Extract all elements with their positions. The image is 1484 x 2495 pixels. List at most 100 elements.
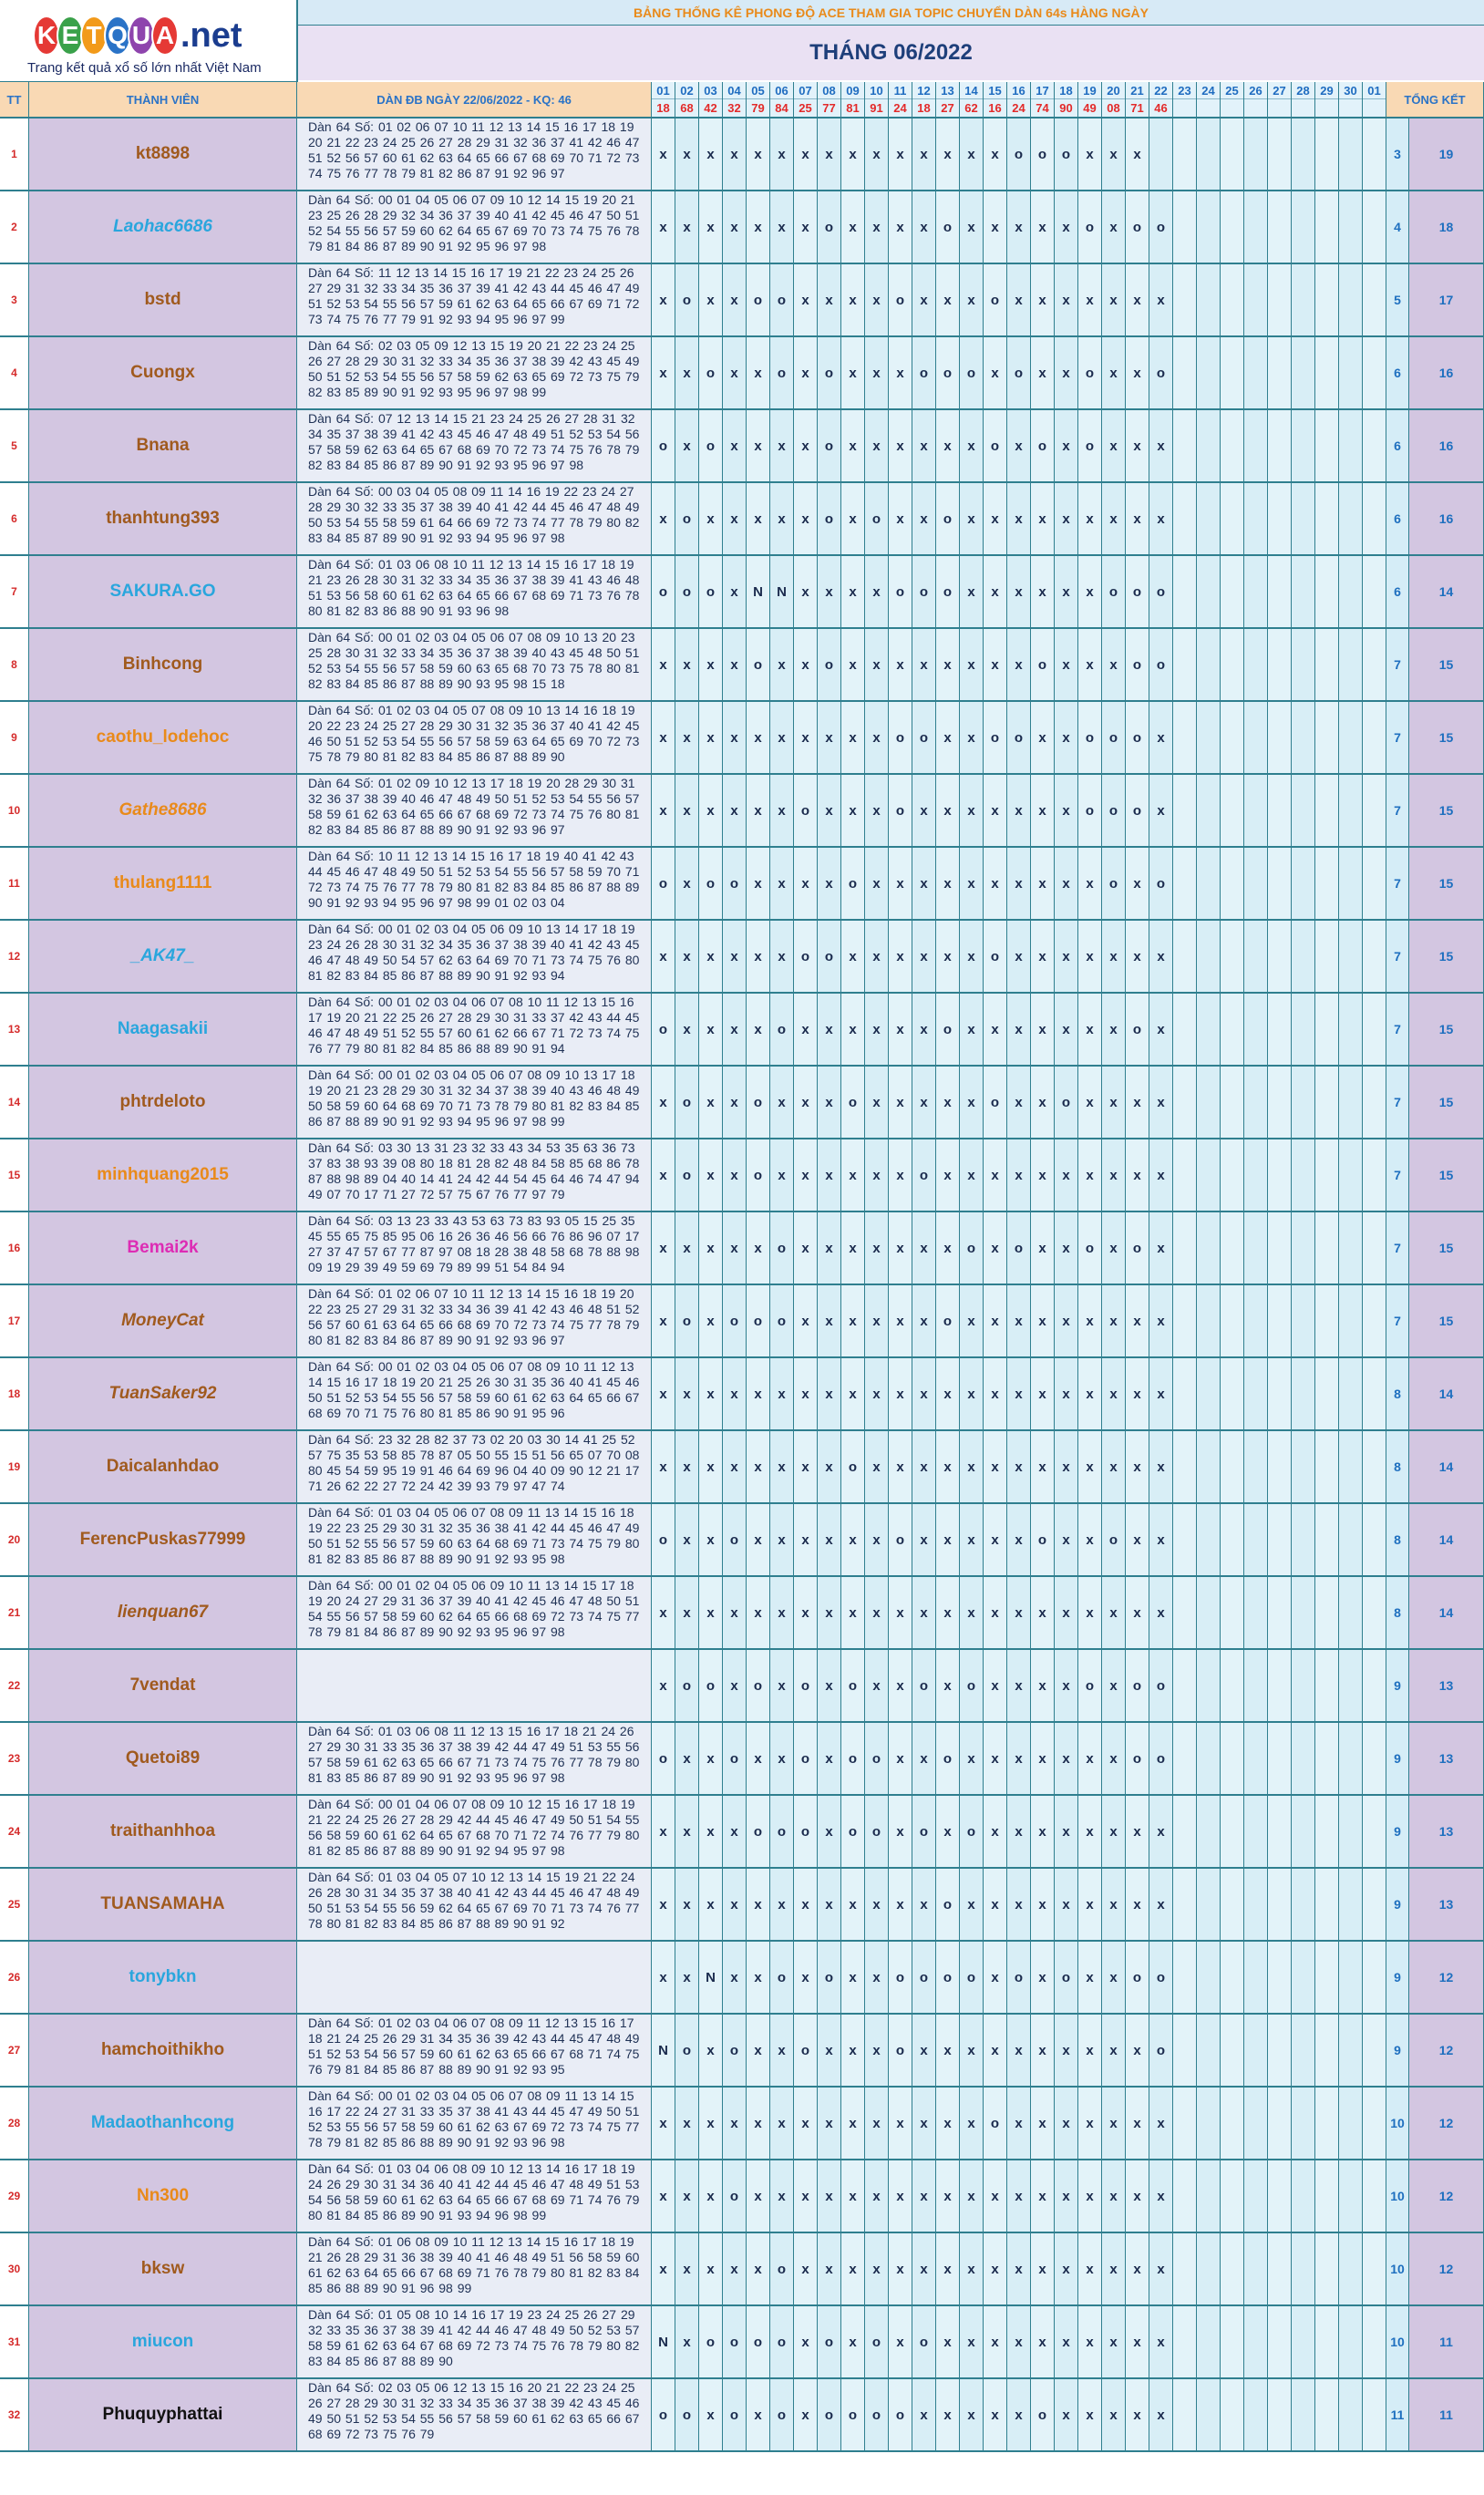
day-mark: x: [794, 1431, 818, 1504]
row-number: 29: [0, 2160, 29, 2233]
day-mark: x: [747, 921, 770, 994]
day-mark: x: [652, 1212, 675, 1285]
member-name[interactable]: SAKURA.GO: [29, 556, 297, 629]
member-name[interactable]: MoneyCat: [29, 1285, 297, 1358]
member-name[interactable]: tonybkn: [29, 1942, 297, 2015]
day-mark: [1363, 1212, 1386, 1285]
day-mark: [1197, 119, 1221, 191]
day-mark: x: [818, 1723, 841, 1796]
day-mark: [1197, 1285, 1221, 1358]
day-mark: [1315, 2379, 1339, 2452]
day-mark: [1173, 1577, 1197, 1650]
table-row: 12 _AK47_ Dàn 64 Số: 00 01 02 03 04 05 06 …: [0, 921, 1484, 994]
member-name[interactable]: 7vendat: [29, 1650, 297, 1723]
day-number: 10: [865, 82, 888, 99]
day-mark: x: [960, 1067, 984, 1139]
member-name[interactable]: Phuquyphattai: [29, 2379, 297, 2452]
day-mark: x: [1126, 2088, 1149, 2160]
day-mark: x: [865, 1139, 889, 1212]
member-name[interactable]: lienquan67: [29, 1577, 297, 1650]
member-name[interactable]: TUANSAMAHA: [29, 1869, 297, 1942]
day-mark: x: [889, 2233, 912, 2306]
day-mark: [1363, 2379, 1386, 2452]
member-name[interactable]: Quetoi89: [29, 1723, 297, 1796]
day-mark: o: [1078, 1650, 1102, 1723]
total-count: 15: [1409, 1285, 1484, 1358]
day-mark: [1197, 1139, 1221, 1212]
day-mark: o: [1149, 191, 1173, 264]
member-name[interactable]: Bemai2k: [29, 1212, 297, 1285]
day-mark: o: [889, 1942, 912, 2015]
day-mark: x: [652, 191, 675, 264]
member-name[interactable]: FerencPuskas77999: [29, 1504, 297, 1577]
day-mark: x: [984, 337, 1007, 410]
number-set-text: Dàn 64 Số: 00 01 02 03 04 06 07 08 10 11…: [308, 995, 640, 1056]
total-count: 16: [1409, 483, 1484, 556]
win-count: 7: [1386, 921, 1409, 994]
day-mark: x: [794, 483, 818, 556]
day-mark: [1363, 2015, 1386, 2088]
day-mark: o: [770, 337, 794, 410]
member-name[interactable]: minhquang2015: [29, 1139, 297, 1212]
day-mark: [1315, 1723, 1339, 1796]
member-name[interactable]: thulang1111: [29, 848, 297, 921]
day-mark: x: [1031, 191, 1055, 264]
month-title: THÁNG 06/2022: [298, 26, 1484, 80]
member-name[interactable]: bksw: [29, 2233, 297, 2306]
member-name[interactable]: hamchoithikho: [29, 2015, 297, 2088]
header-day: 14 62: [960, 82, 984, 119]
day-mark: x: [1126, 921, 1149, 994]
day-mark: o: [1126, 775, 1149, 848]
day-mark: x: [818, 848, 841, 921]
member-name[interactable]: Bnana: [29, 410, 297, 483]
day-mark: o: [1149, 556, 1173, 629]
day-mark: x: [936, 848, 960, 921]
member-name[interactable]: Laohac6686: [29, 191, 297, 264]
member-name[interactable]: phtrdeloto: [29, 1067, 297, 1139]
day-mark: [1339, 483, 1363, 556]
table-row: 25 TUANSAMAHA Dàn 64 Số: 01 03 04 05 07 10…: [0, 1869, 1484, 1942]
member-name[interactable]: Daicalanhdao: [29, 1431, 297, 1504]
row-number: 24: [0, 1796, 29, 1869]
day-mark: o: [675, 1650, 699, 1723]
member-name[interactable]: Cuongx: [29, 337, 297, 410]
day-mark: x: [747, 2379, 770, 2452]
row-number: 3: [0, 264, 29, 337]
member-name[interactable]: caothu_lodehoc: [29, 702, 297, 775]
day-mark: x: [675, 1504, 699, 1577]
member-name[interactable]: kt8898: [29, 119, 297, 191]
number-set: [297, 1942, 652, 2015]
number-set: Dàn 64 Số: 01 03 06 08 11 12 13 15 16 17…: [297, 1723, 652, 1796]
member-name[interactable]: Madaothanhcong: [29, 2088, 297, 2160]
day-mark: x: [1031, 2015, 1055, 2088]
member-name[interactable]: thanhtung393: [29, 483, 297, 556]
day-mark: x: [1007, 410, 1031, 483]
member-name[interactable]: traithanhhoa: [29, 1796, 297, 1869]
member-name[interactable]: _AK47_: [29, 921, 297, 994]
day-mark: x: [1031, 1431, 1055, 1504]
day-mark: x: [1055, 1358, 1078, 1431]
day-mark: x: [1102, 2015, 1126, 2088]
member-name[interactable]: bstd: [29, 264, 297, 337]
member-name[interactable]: TuanSaker92: [29, 1358, 297, 1431]
day-mark: x: [699, 2088, 723, 2160]
day-mark: o: [723, 1285, 747, 1358]
day-mark: x: [1126, 337, 1149, 410]
member-name[interactable]: Gathe8686: [29, 775, 297, 848]
day-result: 68: [680, 101, 694, 115]
day-mark: [1315, 1139, 1339, 1212]
day-mark: x: [841, 191, 865, 264]
row-number: 19: [0, 1431, 29, 1504]
day-mark: x: [889, 1139, 912, 1212]
day-mark: x: [984, 1504, 1007, 1577]
day-mark: x: [699, 775, 723, 848]
member-name[interactable]: Nn300: [29, 2160, 297, 2233]
member-name[interactable]: Binhcong: [29, 629, 297, 702]
day-mark: o: [912, 2306, 936, 2379]
day-mark: x: [1102, 1285, 1126, 1358]
day-mark: x: [865, 337, 889, 410]
member-name[interactable]: Naagasakii: [29, 994, 297, 1067]
member-name[interactable]: miucon: [29, 2306, 297, 2379]
day-mark: [1292, 1285, 1315, 1358]
